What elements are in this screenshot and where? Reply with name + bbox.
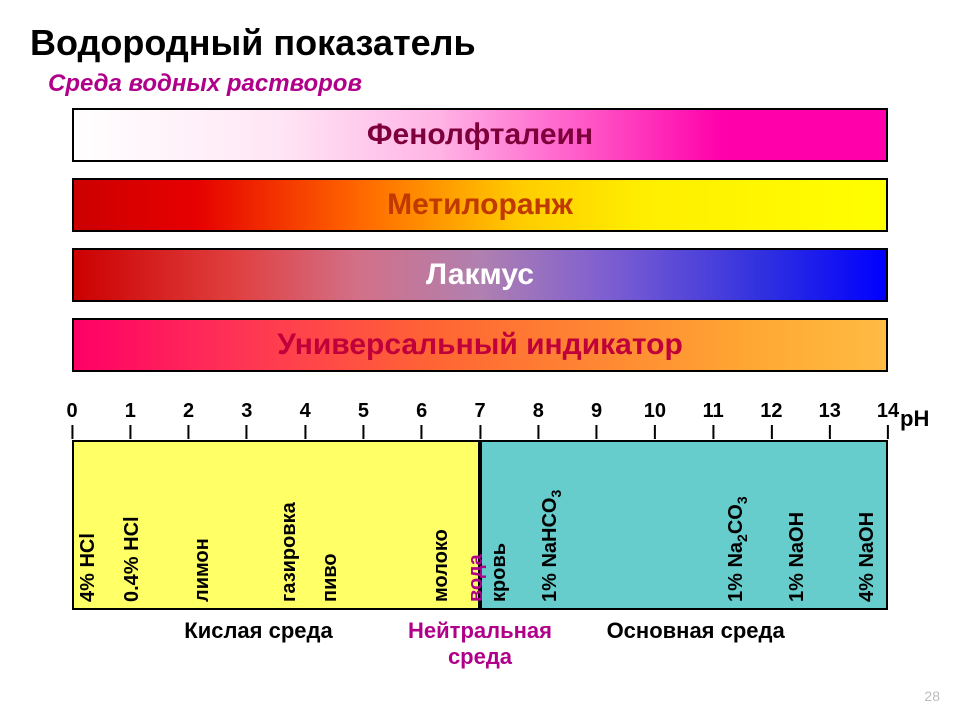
ph-tick-mark [421, 425, 423, 439]
ph-tick-label: 1 [125, 400, 136, 422]
ph-tick-label: 5 [358, 400, 369, 422]
ph-tick: 5 [358, 400, 369, 439]
substance-label: 1% Na2CO3 [725, 496, 750, 602]
ph-tick-label: 8 [533, 400, 544, 422]
ph-tick-label: 9 [591, 400, 602, 422]
indicator-bar: Метилоранж [72, 178, 888, 232]
indicator-bars: Фенолфталеин Метилоранж Лакмус Универсальны… [72, 108, 888, 388]
ph-tick: 7 [474, 400, 485, 439]
indicator-bar: Универсальный индикатор [72, 318, 888, 372]
ph-tick-label: 6 [416, 400, 427, 422]
ph-tick-label: 13 [819, 400, 841, 422]
substance-label: 4% HCl [77, 533, 100, 602]
ph-tick: 13 [819, 400, 841, 439]
substance-label: лимон [191, 538, 214, 602]
region-labels: Кислая средаНейтральнаясредаОсновная сре… [72, 614, 888, 674]
ph-tick: 11 [703, 400, 724, 439]
ph-tick-mark [246, 425, 248, 439]
page-subtitle: Среда водных растворов [48, 70, 362, 98]
ph-tick-mark [596, 425, 598, 439]
region-label: Основная среда [586, 618, 806, 644]
substance-label: молоко [430, 529, 453, 602]
ph-tick-mark [362, 425, 364, 439]
ph-tick-label: 11 [703, 400, 724, 422]
ph-tick-mark [829, 425, 831, 439]
substance-label: 0.4% HCl [121, 516, 144, 602]
ph-tick: 10 [644, 400, 666, 439]
ph-tick-label: 4 [300, 400, 311, 422]
region-label: Кислая среда [149, 618, 369, 644]
page-number: 28 [924, 688, 940, 704]
ph-tick-mark [654, 425, 656, 439]
region-label: Нейтральнаясреда [370, 618, 590, 670]
ph-tick-mark [770, 425, 772, 439]
ph-tick: 0 [66, 400, 77, 439]
ph-tick-mark [537, 425, 539, 439]
ph-ticks: 01234567891011121314 [72, 400, 888, 440]
substance-label: газировка [278, 502, 301, 602]
ph-tick-mark [712, 425, 714, 439]
ph-tick-mark [188, 425, 190, 439]
ph-tick-label: 10 [644, 400, 666, 422]
ph-tick: 9 [591, 400, 602, 439]
ph-tick-mark [71, 425, 73, 439]
ph-tick: 6 [416, 400, 427, 439]
indicator-bar: Фенолфталеин [72, 108, 888, 162]
ph-tick-label: 7 [474, 400, 485, 422]
ph-tick: 8 [533, 400, 544, 439]
ph-axis-label: pH [900, 406, 929, 432]
ph-tick-label: 2 [183, 400, 194, 422]
ph-tick: 14 [877, 400, 899, 439]
ph-tick-label: 14 [877, 400, 899, 422]
ph-scale-area: 01234567891011121314 pH 4% HCl0.4% HClли… [72, 400, 888, 674]
substance-label: 1% NaHCO3 [539, 490, 564, 602]
ph-tick-mark [129, 425, 131, 439]
ph-tick: 2 [183, 400, 194, 439]
ph-tick-mark [479, 425, 481, 439]
ph-tick: 3 [241, 400, 252, 439]
substance-label: вода [465, 554, 488, 602]
indicator-bar: Лакмус [72, 248, 888, 302]
ph-tick: 4 [300, 400, 311, 439]
ph-tick-label: 0 [66, 400, 77, 422]
substance-substrate: 4% HCl 0.4% HCl лимон газировка пиво молоко во… [72, 440, 888, 610]
substance-label: 1% NaOH [786, 512, 809, 602]
page-title: Водородный показатель [30, 22, 476, 64]
ph-tick: 1 [125, 400, 136, 439]
substance-label: кровь [488, 543, 511, 602]
ph-tick-mark [304, 425, 306, 439]
ph-tick: 12 [760, 400, 782, 439]
ph-tick-label: 12 [760, 400, 782, 422]
ph-tick-label: 3 [241, 400, 252, 422]
substance-label: 4% NaOH [856, 512, 879, 602]
substance-label: пиво [319, 553, 342, 602]
ph-tick-mark [887, 425, 889, 439]
